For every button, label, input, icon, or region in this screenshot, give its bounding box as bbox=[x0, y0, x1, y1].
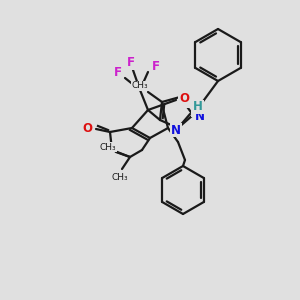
Text: F: F bbox=[127, 56, 135, 70]
Text: O: O bbox=[192, 103, 202, 116]
Text: CH₃: CH₃ bbox=[132, 82, 148, 91]
Text: CH₃: CH₃ bbox=[100, 142, 116, 152]
Text: CH₃: CH₃ bbox=[112, 172, 128, 182]
Text: F: F bbox=[152, 61, 160, 74]
Text: O: O bbox=[82, 122, 92, 134]
Text: F: F bbox=[114, 67, 122, 80]
Text: H: H bbox=[193, 100, 203, 113]
Text: N: N bbox=[171, 124, 181, 136]
Text: N: N bbox=[180, 94, 190, 107]
Text: O: O bbox=[179, 92, 189, 104]
Text: N: N bbox=[195, 110, 205, 124]
